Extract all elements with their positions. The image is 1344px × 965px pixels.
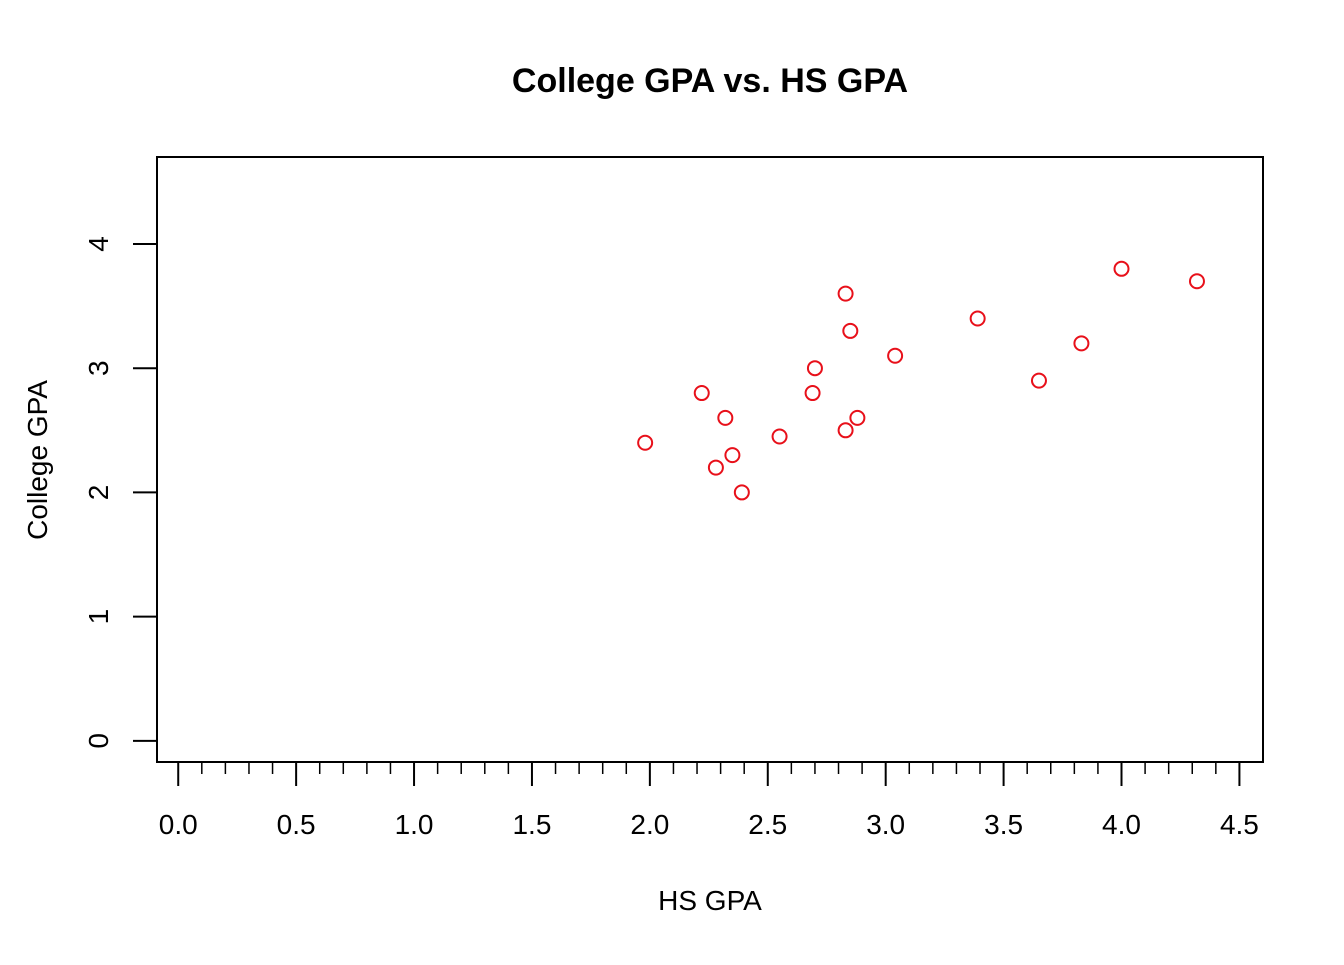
x-tick-label: 1.5 <box>512 809 551 840</box>
x-tick-label: 4.0 <box>1102 809 1141 840</box>
x-tick-label: 4.5 <box>1220 809 1259 840</box>
x-tick-label: 0.5 <box>277 809 316 840</box>
data-point <box>1113 260 1130 277</box>
data-points <box>637 260 1205 501</box>
data-point <box>969 310 986 327</box>
x-tick-label: 0.0 <box>159 809 198 840</box>
x-tick-label: 3.5 <box>984 809 1023 840</box>
data-point <box>849 409 866 426</box>
plot-frame <box>156 156 1264 763</box>
y-axis: 0 1 2 3 4 <box>83 236 157 749</box>
data-point <box>1188 273 1205 290</box>
data-point <box>771 428 788 445</box>
x-tick-label: 2.5 <box>748 809 787 840</box>
data-point <box>804 385 821 402</box>
data-point <box>637 434 654 451</box>
y-tick-label: 2 <box>83 485 114 501</box>
data-point <box>842 322 859 339</box>
x-axis: 0.0 0.5 1.0 1.5 2.0 2.5 3.0 3.5 4.0 4.5 <box>159 761 1259 840</box>
data-point <box>707 459 724 476</box>
data-point <box>806 360 823 377</box>
data-point <box>733 484 750 501</box>
x-axis-label: HS GPA <box>658 885 762 916</box>
data-point <box>837 285 854 302</box>
data-point <box>693 385 710 402</box>
y-tick-label: 1 <box>83 609 114 625</box>
chart-title: College GPA vs. HS GPA <box>512 62 908 100</box>
data-point <box>1030 372 1047 389</box>
data-point <box>717 409 734 426</box>
x-tick-label: 1.0 <box>395 809 434 840</box>
x-tick-label: 3.0 <box>866 809 905 840</box>
data-point <box>1073 335 1090 352</box>
data-point <box>887 347 904 364</box>
y-tick-label: 4 <box>83 236 114 252</box>
y-axis-label: College GPA <box>22 380 53 540</box>
y-tick-label: 3 <box>83 360 114 376</box>
y-tick-label: 0 <box>83 733 114 749</box>
x-tick-label: 2.0 <box>630 809 669 840</box>
data-point <box>724 447 741 464</box>
data-point <box>837 422 854 439</box>
